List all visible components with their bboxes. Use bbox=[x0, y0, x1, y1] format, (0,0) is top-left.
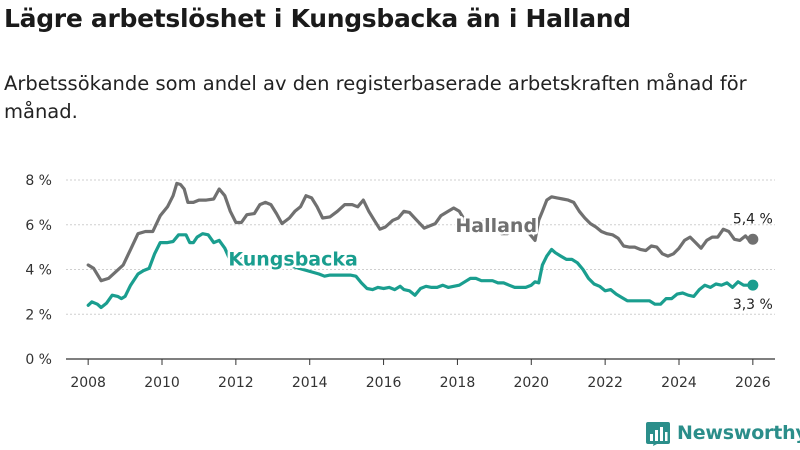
y-tick-label: 4 % bbox=[25, 263, 52, 279]
brand-logo[interactable]: Newsworthy bbox=[645, 420, 800, 446]
x-tick-label: 2014 bbox=[292, 375, 328, 391]
end-value-label-halland: 5,4 % bbox=[733, 211, 773, 227]
bar-chart-icon bbox=[646, 422, 670, 446]
series-label-halland: Halland bbox=[455, 215, 537, 237]
x-tick-label: 2022 bbox=[587, 375, 623, 391]
series-line-halland bbox=[86, 181, 755, 283]
end-point-kungsbacka bbox=[747, 279, 759, 291]
x-tick-label: 2018 bbox=[440, 375, 476, 391]
chart-labels: 5,4 % 3,3 % Halland Kungsbacka bbox=[226, 211, 773, 313]
x-tick-label: 2010 bbox=[144, 375, 180, 391]
x-tick-label: 2012 bbox=[218, 375, 254, 391]
series-line-kungsbacka bbox=[86, 232, 755, 310]
series-lines bbox=[86, 181, 759, 310]
end-point-halland bbox=[747, 233, 759, 245]
y-tick-label: 6 % bbox=[25, 218, 52, 234]
x-tick-label: 2020 bbox=[513, 375, 549, 391]
chart-subtitle: Arbetssökande som andel av den registerb… bbox=[4, 72, 747, 123]
series-label-kungsbacka: Kungsbacka bbox=[228, 248, 358, 270]
axes: 0 % 2 % 4 % 6 % 8 % 2008 2010 2012 2014 2016 2018 2… bbox=[25, 173, 775, 391]
chart-title: Lägre arbetslöshet i Kungsbacka än i Hal… bbox=[4, 4, 631, 33]
x-tick-label: 2024 bbox=[661, 375, 697, 391]
y-tick-label: 8 % bbox=[25, 173, 52, 189]
brand-name: Newsworthy bbox=[677, 422, 800, 444]
end-value-label-kungsbacka: 3,3 % bbox=[733, 297, 773, 313]
y-tick-label: 0 % bbox=[25, 352, 52, 368]
x-tick-label: 2008 bbox=[70, 375, 106, 391]
x-tick-label: 2016 bbox=[366, 375, 402, 391]
y-tick-label: 2 % bbox=[25, 307, 52, 323]
x-tick-label: 2026 bbox=[735, 375, 771, 391]
